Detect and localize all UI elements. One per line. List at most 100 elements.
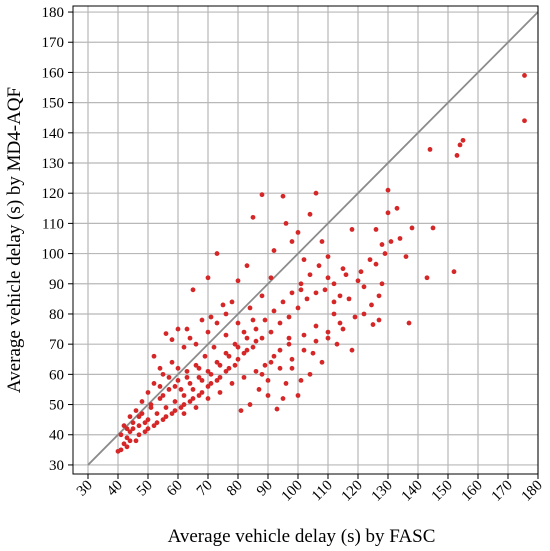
y-tick-label: 70 bbox=[49, 337, 64, 353]
data-point bbox=[181, 402, 187, 407]
data-point bbox=[319, 239, 325, 244]
y-tick-label: 60 bbox=[49, 367, 64, 383]
data-point bbox=[343, 272, 349, 278]
data-point bbox=[184, 368, 190, 374]
data-point bbox=[298, 281, 304, 287]
data-point bbox=[172, 399, 178, 404]
data-point bbox=[160, 417, 166, 423]
data-point bbox=[190, 396, 196, 401]
data-point bbox=[460, 137, 466, 143]
data-point bbox=[214, 359, 220, 365]
y-tick-label: 80 bbox=[49, 307, 64, 323]
data-point bbox=[136, 414, 142, 420]
data-point bbox=[331, 299, 337, 305]
data-point bbox=[127, 414, 133, 420]
data-point bbox=[199, 378, 205, 383]
data-point bbox=[196, 365, 202, 371]
data-point bbox=[397, 236, 403, 241]
data-point bbox=[367, 257, 373, 263]
data-point bbox=[298, 287, 304, 293]
data-point bbox=[190, 387, 196, 392]
data-point bbox=[217, 374, 223, 380]
data-point bbox=[226, 365, 232, 371]
data-point bbox=[325, 335, 331, 341]
data-point bbox=[358, 269, 364, 275]
data-point bbox=[145, 390, 151, 395]
y-tick-label: 170 bbox=[42, 35, 65, 51]
data-point bbox=[160, 371, 166, 377]
data-point bbox=[289, 290, 295, 296]
data-point bbox=[331, 281, 337, 287]
data-point bbox=[211, 344, 217, 350]
data-point bbox=[133, 438, 139, 444]
data-point bbox=[247, 402, 253, 407]
data-point bbox=[181, 411, 187, 417]
x-tick-label: 150 bbox=[429, 478, 456, 505]
data-point bbox=[136, 432, 142, 438]
data-point bbox=[178, 387, 184, 392]
data-point bbox=[130, 426, 136, 432]
y-tick-label: 90 bbox=[49, 277, 64, 293]
data-point bbox=[181, 393, 187, 398]
data-point bbox=[133, 408, 139, 413]
data-point bbox=[157, 384, 163, 389]
plot-frame bbox=[72, 5, 539, 475]
data-point bbox=[250, 344, 256, 350]
data-point bbox=[253, 326, 259, 332]
data-point bbox=[175, 365, 181, 371]
data-point bbox=[286, 314, 292, 320]
data-point bbox=[376, 293, 382, 299]
data-point bbox=[253, 338, 259, 344]
data-point bbox=[385, 210, 391, 216]
data-point bbox=[244, 335, 250, 341]
data-point bbox=[241, 374, 247, 380]
x-tick-label: 70 bbox=[194, 478, 216, 500]
data-point bbox=[394, 205, 400, 211]
data-point bbox=[259, 192, 265, 198]
y-axis-ticks: 30 40 50 60 70 80 90 100 110 120 130 140 150 160 170 18… bbox=[42, 5, 73, 474]
data-point bbox=[262, 362, 268, 368]
y-tick-label: 40 bbox=[49, 428, 64, 444]
data-point bbox=[244, 347, 250, 353]
data-point bbox=[142, 429, 148, 435]
data-point bbox=[304, 296, 310, 302]
data-point bbox=[430, 225, 436, 231]
data-point bbox=[199, 317, 205, 323]
data-point bbox=[313, 338, 319, 344]
data-point bbox=[193, 341, 199, 347]
data-point bbox=[289, 356, 295, 362]
data-point bbox=[256, 387, 262, 392]
x-tick-label: 180 bbox=[519, 478, 546, 505]
data-point bbox=[385, 187, 391, 193]
data-point bbox=[160, 393, 166, 398]
data-point bbox=[214, 251, 220, 256]
y-tick-label: 180 bbox=[42, 5, 65, 21]
data-point bbox=[325, 329, 331, 335]
data-point bbox=[184, 326, 190, 332]
data-point bbox=[115, 448, 121, 454]
data-point bbox=[316, 263, 322, 269]
data-point bbox=[124, 444, 130, 450]
data-point bbox=[274, 406, 280, 412]
data-point bbox=[214, 320, 220, 326]
data-point bbox=[313, 190, 319, 196]
data-point bbox=[361, 284, 367, 290]
data-point bbox=[244, 263, 250, 269]
data-point bbox=[229, 381, 235, 386]
data-point bbox=[127, 429, 133, 435]
data-point bbox=[259, 371, 265, 377]
x-tick-label: 160 bbox=[459, 478, 486, 505]
y-tick-label: 160 bbox=[42, 65, 65, 81]
data-point bbox=[169, 411, 175, 417]
data-point bbox=[241, 329, 247, 335]
data-point bbox=[307, 272, 313, 278]
data-point bbox=[307, 211, 313, 217]
data-point bbox=[322, 287, 328, 293]
data-point bbox=[451, 269, 457, 275]
data-point bbox=[124, 426, 130, 432]
data-point bbox=[157, 396, 163, 401]
x-tick-label: 90 bbox=[254, 478, 276, 500]
data-point bbox=[187, 335, 193, 341]
data-point bbox=[268, 329, 274, 335]
data-point bbox=[406, 320, 412, 326]
